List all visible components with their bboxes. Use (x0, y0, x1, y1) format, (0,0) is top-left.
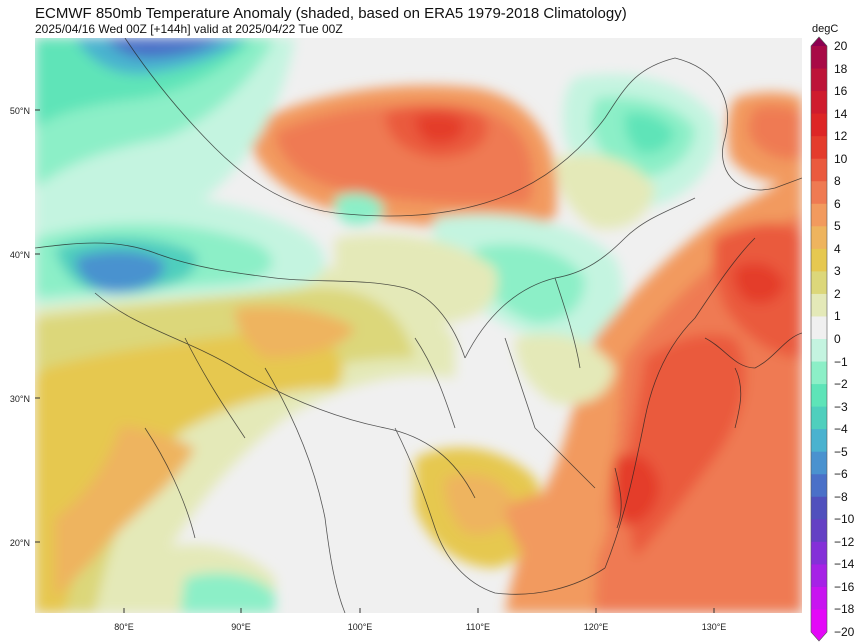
colorbar-tick-label: 10 (834, 151, 848, 166)
colorbar-tick-label: −6 (834, 467, 848, 482)
colorbar-segment (811, 91, 827, 115)
colorbar-tick-label: 5 (834, 219, 841, 234)
colorbar-unit: degC (812, 23, 839, 35)
colorbar-max-arrow (811, 37, 827, 46)
lon-label-110: 110°E (466, 622, 490, 632)
colorbar-tick-label: −5 (834, 444, 848, 459)
colorbar-segment (811, 181, 827, 205)
colorbar-segment (811, 68, 827, 92)
colorbar-segment (811, 609, 827, 633)
colorbar-tick-label: −14 (834, 557, 855, 572)
colorbar-segment (811, 46, 827, 70)
colorbar-tick-label: −4 (834, 422, 848, 437)
colorbar-segment (811, 519, 827, 543)
colorbar-tick-label: 6 (834, 196, 841, 211)
colorbar-tick-label: 1 (834, 309, 841, 324)
colorbar-tick-label: 3 (834, 264, 841, 279)
colorbar-tick-label: 4 (834, 241, 841, 256)
colorbar-tick-label: −2 (834, 377, 848, 392)
colorbar-segment (811, 203, 827, 227)
colorbar-segment (811, 226, 827, 250)
country-borders (35, 38, 802, 613)
colorbar-segment (811, 474, 827, 498)
colorbar-tick-label: −3 (834, 399, 848, 414)
colorbar-outline (810, 36, 828, 642)
lat-label-30: 30°N (9, 394, 30, 404)
colorbar-segment (811, 248, 827, 272)
colorbar-tick-label: 18 (834, 61, 848, 76)
lon-label-80: 80°E (114, 622, 134, 632)
colorbar-tick-label: 16 (834, 84, 848, 99)
colorbar-tick-label: −18 (834, 602, 855, 617)
anomaly-map-svg (35, 38, 802, 613)
colorbar-segment (811, 384, 827, 408)
colorbar-segment (811, 158, 827, 182)
colorbar-tick-label: 0 (834, 332, 841, 346)
colorbar-tick-label: 12 (834, 129, 848, 144)
colorbar-segment (811, 136, 827, 160)
colorbar-segment (811, 451, 827, 475)
colorbar-segment (811, 586, 827, 610)
colorbar-tick-label: 14 (834, 106, 848, 121)
colorbar-tick-label: −12 (834, 534, 855, 549)
chart-title: ECMWF 850mb Temperature Anomaly (shaded,… (35, 5, 627, 22)
colorbar-tick-label: 8 (834, 174, 841, 189)
anomaly-shading (35, 38, 802, 613)
colorbar-tick-label: −16 (834, 579, 855, 594)
lat-label-40: 40°N (9, 250, 30, 260)
colorbar-segment (811, 429, 827, 453)
colorbar-segment (811, 496, 827, 520)
colorbar-segments (810, 36, 828, 642)
colorbar-segment (811, 293, 827, 317)
colorbar-segment (811, 406, 827, 430)
lon-label-100: 100°E (347, 622, 373, 632)
colorbar-tick-label: 20 (834, 39, 848, 53)
frame-ticks (35, 109, 715, 613)
lat-label-20: 20°N (9, 538, 30, 548)
colorbar-min-arrow (811, 632, 827, 641)
colorbar-segment (811, 113, 827, 137)
colorbar-tick-label: −8 (834, 489, 848, 504)
lon-label-130: 130°E (701, 622, 727, 632)
colorbar-segment (811, 339, 827, 363)
colorbar-tick-label: −20 (834, 625, 855, 639)
lon-label-90: 90°E (231, 622, 251, 632)
colorbar-segment (811, 564, 827, 588)
colorbar-tick-label: 2 (834, 286, 841, 301)
colorbar (810, 36, 828, 642)
anomaly-map (35, 38, 802, 613)
chart-subtitle: 2025/04/16 Wed 00Z [+144h] valid at 2025… (35, 22, 343, 36)
colorbar-tick-label: −1 (834, 354, 848, 369)
colorbar-tick-label: −10 (834, 512, 855, 527)
lat-label-50: 50°N (9, 106, 30, 116)
colorbar-segment (811, 271, 827, 295)
colorbar-segment (811, 361, 827, 385)
colorbar-segment (811, 541, 827, 565)
lon-label-120: 120°E (583, 622, 609, 632)
colorbar-segment (811, 316, 827, 340)
